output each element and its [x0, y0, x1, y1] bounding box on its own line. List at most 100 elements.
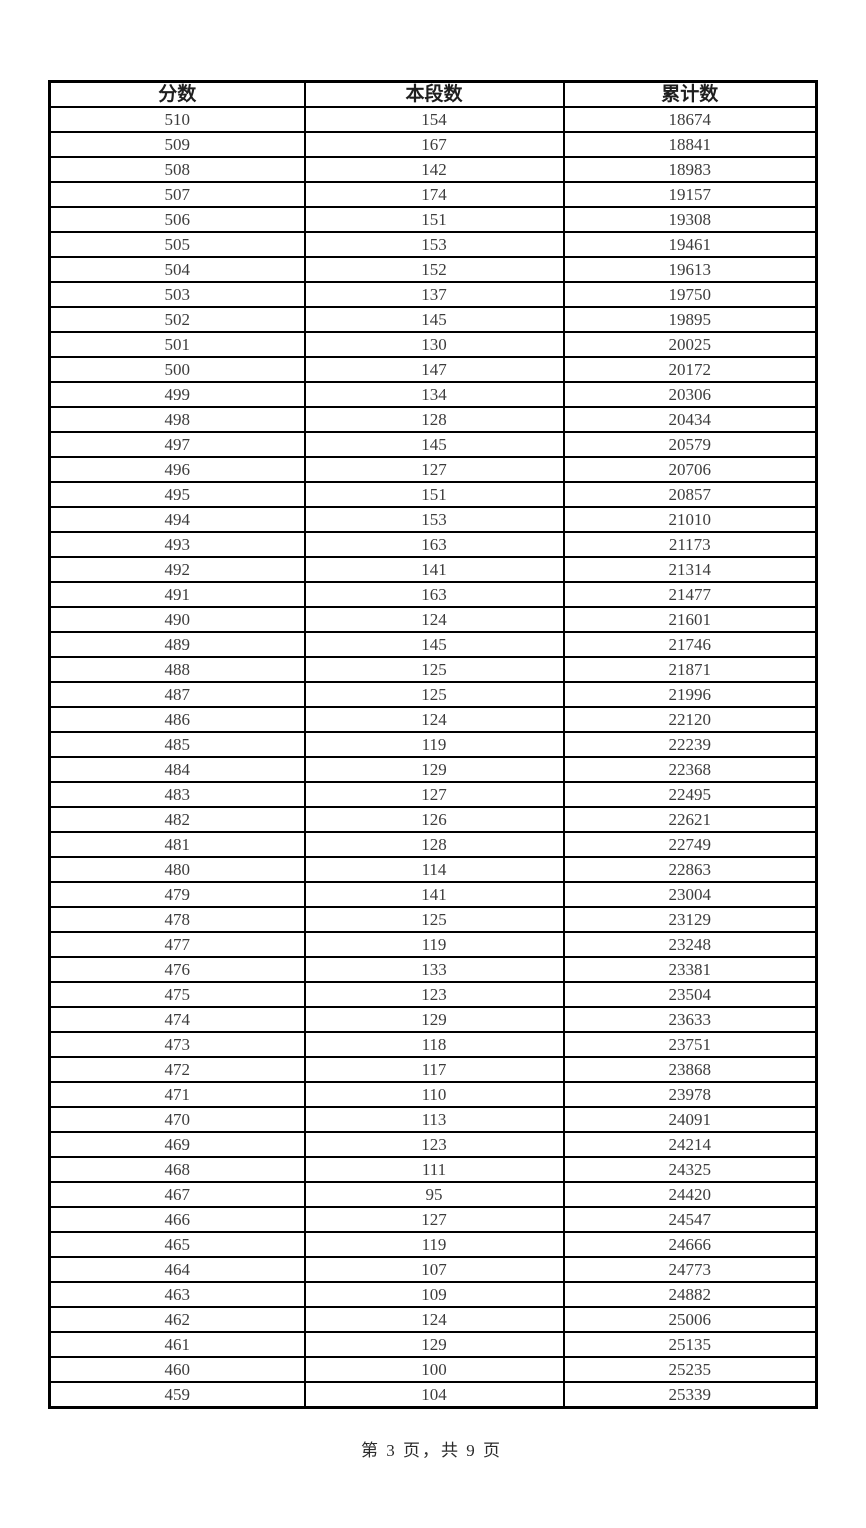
cell-score: 472	[48, 1056, 306, 1083]
cell-cumulative-count: 20857	[562, 481, 818, 508]
cell-cumulative-count: 24325	[562, 1156, 818, 1183]
cell-cumulative-count: 25235	[562, 1356, 818, 1383]
cell-segment-count: 127	[303, 781, 565, 808]
cell-segment-count: 151	[303, 206, 565, 233]
cell-score: 491	[48, 581, 306, 608]
cell-cumulative-count: 25006	[562, 1306, 818, 1333]
cell-score: 479	[48, 881, 306, 908]
cell-cumulative-count: 22120	[562, 706, 818, 733]
cell-segment-count: 128	[303, 831, 565, 858]
cell-cumulative-count: 20025	[562, 331, 818, 358]
cell-score: 490	[48, 606, 306, 633]
cell-score: 498	[48, 406, 306, 433]
cell-score: 461	[48, 1331, 306, 1358]
cell-score: 480	[48, 856, 306, 883]
cell-score: 482	[48, 806, 306, 833]
cell-score: 493	[48, 531, 306, 558]
cell-score: 501	[48, 331, 306, 358]
cell-score: 497	[48, 431, 306, 458]
table-row: 509 167 18841	[48, 131, 818, 158]
cell-segment-count: 111	[303, 1156, 565, 1183]
table-row: 498 128 20434	[48, 406, 818, 433]
cell-cumulative-count: 23248	[562, 931, 818, 958]
cell-cumulative-count: 21996	[562, 681, 818, 708]
cell-segment-count: 129	[303, 1331, 565, 1358]
cell-segment-count: 127	[303, 456, 565, 483]
cell-segment-count: 153	[303, 506, 565, 533]
cell-cumulative-count: 19895	[562, 306, 818, 333]
cell-segment-count: 104	[303, 1381, 565, 1409]
cell-score: 476	[48, 956, 306, 983]
cell-score: 460	[48, 1356, 306, 1383]
cell-segment-count: 141	[303, 556, 565, 583]
table-row: 508 142 18983	[48, 156, 818, 183]
cell-cumulative-count: 23978	[562, 1081, 818, 1108]
cell-cumulative-count: 19157	[562, 181, 818, 208]
cell-cumulative-count: 19308	[562, 206, 818, 233]
table-row: 506 151 19308	[48, 206, 818, 233]
table-row: 464 107 24773	[48, 1256, 818, 1283]
cell-segment-count: 129	[303, 756, 565, 783]
cell-cumulative-count: 20172	[562, 356, 818, 383]
cell-score: 485	[48, 731, 306, 758]
cell-cumulative-count: 21477	[562, 581, 818, 608]
cell-segment-count: 147	[303, 356, 565, 383]
table-row: 469 123 24214	[48, 1131, 818, 1158]
cell-segment-count: 130	[303, 331, 565, 358]
cell-cumulative-count: 19750	[562, 281, 818, 308]
cell-segment-count: 125	[303, 906, 565, 933]
table-row: 481 128 22749	[48, 831, 818, 858]
cell-cumulative-count: 21746	[562, 631, 818, 658]
table-row: 502 145 19895	[48, 306, 818, 333]
table-row: 477 119 23248	[48, 931, 818, 958]
cell-score: 466	[48, 1206, 306, 1233]
cell-score: 499	[48, 381, 306, 408]
cell-cumulative-count: 22749	[562, 831, 818, 858]
column-header-segment-count: 本段数	[303, 80, 565, 108]
cell-segment-count: 125	[303, 681, 565, 708]
cell-cumulative-count: 23504	[562, 981, 818, 1008]
table-row: 504 152 19613	[48, 256, 818, 283]
cell-score: 471	[48, 1081, 306, 1108]
table-row: 501 130 20025	[48, 331, 818, 358]
table-row: 466 127 24547	[48, 1206, 818, 1233]
cell-cumulative-count: 24547	[562, 1206, 818, 1233]
cell-score: 467	[48, 1181, 306, 1208]
table-row: 468 111 24325	[48, 1156, 818, 1183]
table-row: 484 129 22368	[48, 756, 818, 783]
cell-score: 502	[48, 306, 306, 333]
cell-cumulative-count: 21173	[562, 531, 818, 558]
cell-segment-count: 123	[303, 1131, 565, 1158]
cell-cumulative-count: 24214	[562, 1131, 818, 1158]
table-row: 497 145 20579	[48, 431, 818, 458]
cell-segment-count: 154	[303, 106, 565, 133]
cell-cumulative-count: 21601	[562, 606, 818, 633]
cell-cumulative-count: 24882	[562, 1281, 818, 1308]
cell-cumulative-count: 23751	[562, 1031, 818, 1058]
cell-segment-count: 119	[303, 1231, 565, 1258]
cell-score: 487	[48, 681, 306, 708]
cell-score: 505	[48, 231, 306, 258]
table-row: 494 153 21010	[48, 506, 818, 533]
cell-score: 481	[48, 831, 306, 858]
cell-cumulative-count: 23129	[562, 906, 818, 933]
cell-segment-count: 163	[303, 531, 565, 558]
cell-segment-count: 124	[303, 1306, 565, 1333]
cell-segment-count: 114	[303, 856, 565, 883]
cell-cumulative-count: 23381	[562, 956, 818, 983]
cell-cumulative-count: 24420	[562, 1181, 818, 1208]
table-row: 510 154 18674	[48, 106, 818, 133]
table-row: 467 95 24420	[48, 1181, 818, 1208]
cell-segment-count: 110	[303, 1081, 565, 1108]
table-row: 482 126 22621	[48, 806, 818, 833]
cell-segment-count: 124	[303, 706, 565, 733]
table-row: 463 109 24882	[48, 1281, 818, 1308]
cell-score: 475	[48, 981, 306, 1008]
table-row: 465 119 24666	[48, 1231, 818, 1258]
cell-score: 477	[48, 931, 306, 958]
cell-score: 489	[48, 631, 306, 658]
cell-segment-count: 95	[303, 1181, 565, 1208]
cell-score: 495	[48, 481, 306, 508]
cell-segment-count: 163	[303, 581, 565, 608]
table-row: 480 114 22863	[48, 856, 818, 883]
